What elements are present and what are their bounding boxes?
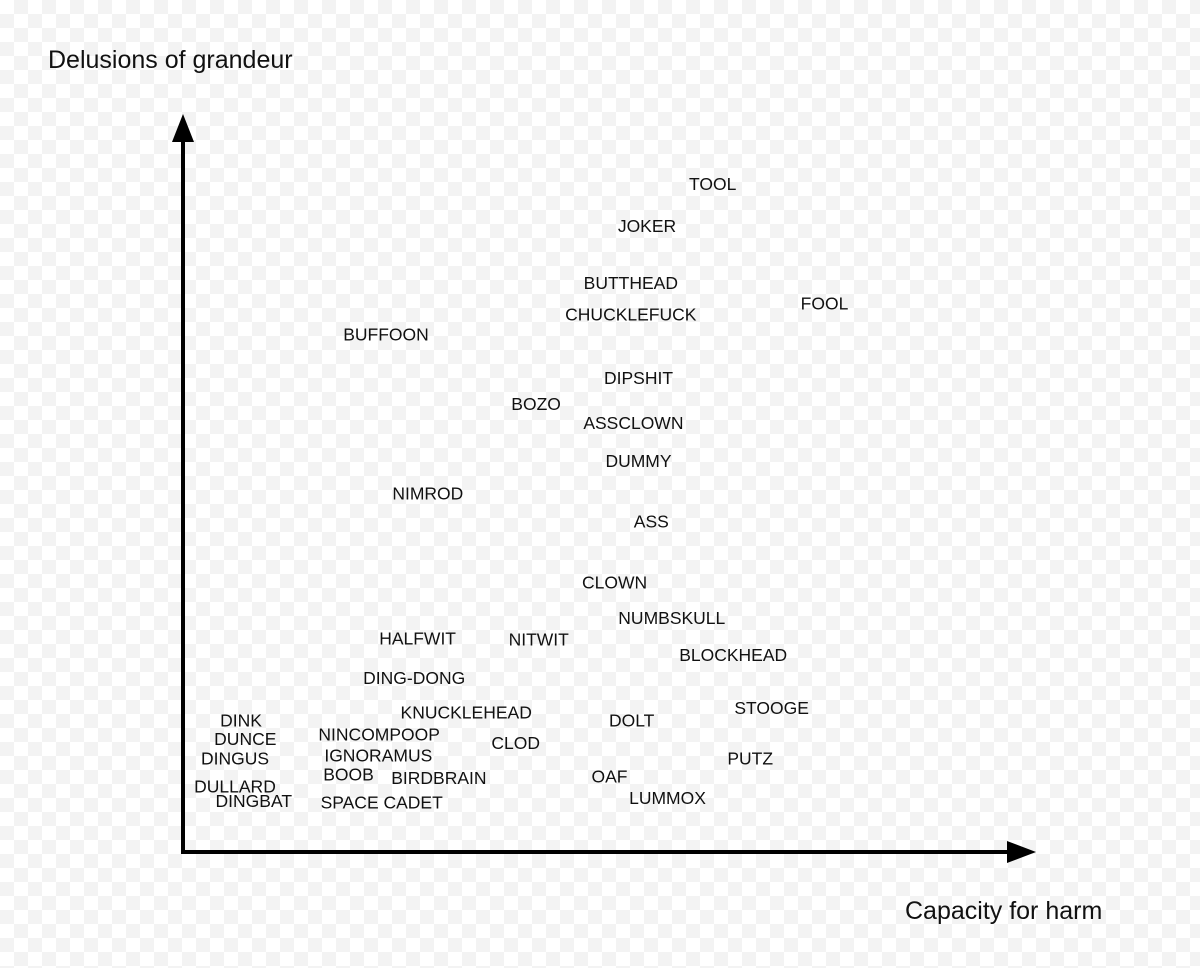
data-point-label-fool: FOOL [801, 294, 849, 314]
data-point-label-dullard: DULLARD [194, 776, 276, 796]
y-axis-arrowhead [172, 114, 194, 142]
data-point-label-chucklefuck: CHUCKLEFUCK [565, 305, 697, 325]
data-point-label-dink: DINK [220, 711, 262, 731]
data-point-label-ignoramus: IGNORAMUS [324, 745, 432, 765]
data-point-label-space-cadet: SPACE CADET [321, 793, 444, 813]
data-point-label-putz: PUTZ [727, 748, 773, 768]
data-point-label-assclown: ASSCLOWN [583, 413, 683, 433]
data-point-label-lummox: LUMMOX [629, 788, 706, 808]
data-point-label-clown: CLOWN [582, 573, 647, 593]
data-labels-layer: TOOL JOKER BUTTHEAD FOOL CHUCKLEFUCK BUFFOON D… [194, 174, 849, 813]
data-point-label-stooge: STOOGE [734, 698, 809, 718]
data-point-label-ass: ASS [634, 511, 669, 531]
data-point-label-dolt: DOLT [609, 711, 655, 731]
data-point-label-oaf: OAF [592, 767, 628, 787]
data-point-label-buffoon: BUFFOON [343, 325, 429, 345]
data-point-label-nitwit: NITWIT [509, 630, 570, 650]
data-point-label-blockhead: BLOCKHEAD [679, 645, 787, 665]
x-axis-arrowhead [1007, 841, 1036, 863]
data-point-label-clod: CLOD [491, 733, 540, 753]
y-axis-label: Delusions of grandeur [48, 46, 293, 74]
data-point-label-dingus: DINGUS [201, 748, 269, 768]
data-point-label-dummy: DUMMY [605, 451, 671, 471]
data-point-label-joker: JOKER [618, 216, 676, 236]
data-point-label-butthead: BUTTHEAD [584, 273, 678, 293]
data-point-label-nimrod: NIMROD [392, 483, 463, 503]
data-point-label-halfwit: HALFWIT [379, 629, 456, 649]
data-point-label-dingbat: DINGBAT [216, 791, 293, 811]
data-point-label-dunce: DUNCE [214, 729, 276, 749]
data-point-label-birdbrain: BIRDBRAIN [391, 768, 486, 788]
data-point-label-tool: TOOL [689, 174, 737, 194]
data-point-label-boob: BOOB [323, 765, 374, 785]
data-point-label-dipshit: DIPSHIT [604, 368, 673, 388]
x-axis-label: Capacity for harm [905, 897, 1103, 925]
data-point-label-numbskull: NUMBSKULL [618, 608, 725, 628]
data-point-label-bozo: BOZO [511, 394, 561, 414]
data-point-label-ding-dong: DING-DONG [363, 668, 465, 688]
data-point-label-nincompoop: NINCOMPOOP [318, 725, 440, 745]
data-point-label-knucklehead: KNUCKLEHEAD [401, 703, 532, 723]
